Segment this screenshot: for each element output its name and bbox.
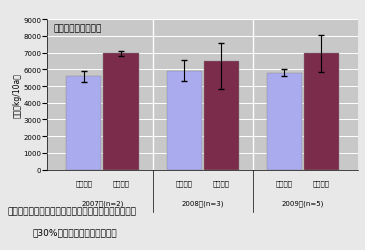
Text: 拍動灌水: 拍動灌水	[212, 180, 230, 186]
Text: 拍動灌水: 拍動灌水	[313, 180, 330, 186]
Bar	[104, 54, 139, 170]
Text: 図２　農家圃場における慣行栽培と拍動自動灌水栽培: 図２ 農家圃場における慣行栽培と拍動自動灌水栽培	[7, 206, 136, 215]
Bar	[266, 73, 301, 170]
Text: 2008年(n=3): 2008年(n=3)	[181, 200, 224, 206]
Text: 2009年(n=5): 2009年(n=5)	[281, 200, 324, 206]
Text: （30%減肥）の収量の年次変動: （30%減肥）の収量の年次変動	[33, 228, 118, 236]
Bar	[166, 72, 201, 170]
Text: 拍動灌水: 拍動灌水	[112, 180, 130, 186]
Bar	[304, 54, 339, 170]
Text: 2007年(n=2): 2007年(n=2)	[81, 200, 124, 206]
Text: 慣行栽培: 慣行栽培	[76, 180, 92, 186]
Bar	[66, 77, 101, 170]
Text: 慣行栽培: 慣行栽培	[176, 180, 193, 186]
Text: バーは最大と最小値: バーは最大と最小値	[54, 24, 102, 34]
Y-axis label: 収量（kg/10a）: 収量（kg/10a）	[13, 73, 22, 117]
Text: 慣行栽培: 慣行栽培	[276, 180, 293, 186]
Bar	[204, 62, 239, 170]
